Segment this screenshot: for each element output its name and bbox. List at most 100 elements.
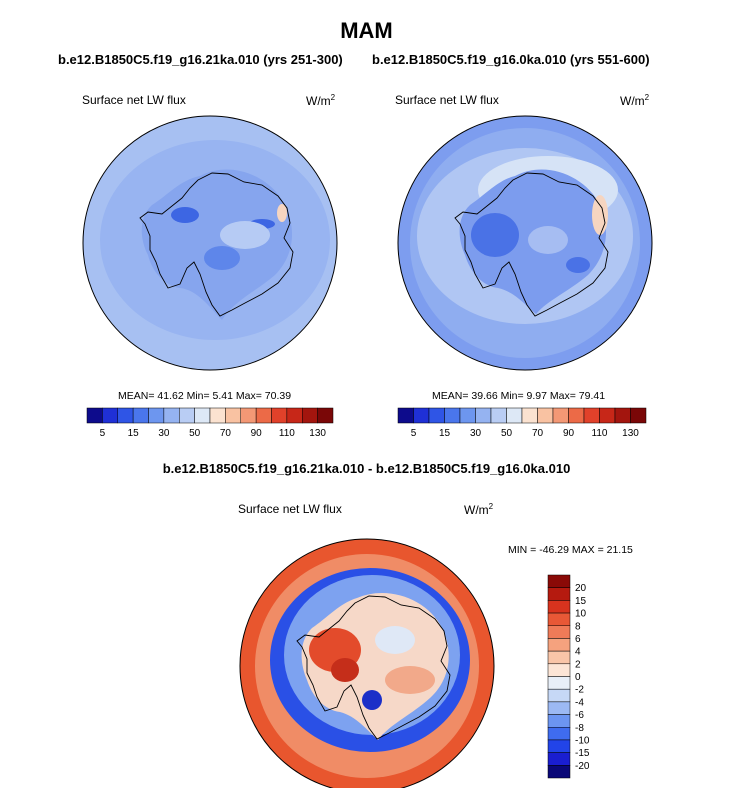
left-colorbar-tick-label: 5 (100, 428, 106, 439)
diff-map-border (239, 538, 495, 788)
right-colorbar-tick-label: 5 (411, 428, 417, 439)
left-mid-flux-patch (220, 221, 270, 249)
diff-variable-label: Surface net LW flux (238, 502, 342, 516)
diff-colorbar-tick-label: -10 (575, 735, 590, 746)
right-panel-case-title: b.e12.B1850C5.f19_g16.0ka.010 (yrs 551-6… (372, 52, 650, 67)
left-colorbar-swatch (302, 407, 318, 424)
left-colorbar-swatch (225, 407, 241, 424)
right-high-flux-patch (592, 195, 608, 235)
diff-polar-map (239, 538, 495, 788)
left-variable-label: Surface net LW flux (82, 93, 186, 107)
diff-colorbar-tick-label: 8 (575, 621, 581, 632)
left-colorbar-swatch (179, 407, 195, 424)
left-colorbar-swatch (163, 407, 180, 424)
right-colorbar-tick-label: 70 (532, 428, 544, 439)
right-colorbar-swatch (537, 407, 554, 424)
right-colorbar-tick-label: 110 (592, 428, 608, 439)
right-unit-base: W/m (620, 94, 645, 108)
left-low-flux-patch-1 (171, 207, 199, 223)
right-colorbar-swatch (490, 407, 507, 424)
diff-colorbar-swatch (547, 574, 571, 588)
left-colorbar-swatch (194, 407, 211, 424)
left-unit-base: W/m (306, 94, 331, 108)
right-colorbar-tick-label: 50 (501, 428, 513, 439)
diff-colorbar-tick-label: -20 (575, 761, 590, 772)
diff-colorbar-swatch (547, 701, 571, 715)
diff-cold-patch (362, 690, 382, 710)
diff-colorbar-swatch (547, 663, 571, 677)
left-colorbar-swatch (271, 407, 288, 424)
right-colorbar-swatch (413, 407, 430, 424)
left-high-flux-patch (277, 204, 287, 222)
left-colorbar-swatch (86, 407, 103, 424)
left-colorbar-swatch (102, 407, 118, 424)
left-colorbar-swatch (209, 407, 226, 424)
diff-colorbar-swatch (547, 714, 571, 728)
right-colorbar-swatch (630, 407, 647, 424)
right-antarctica-coastline (454, 172, 609, 317)
right-low-flux-patch-1 (471, 213, 519, 257)
diff-stats: MIN = -46.29 MAX = 21.15 (508, 544, 633, 556)
right-colorbar-swatch (552, 407, 569, 424)
diff-colorbar-tick-label: 4 (575, 647, 581, 658)
diff-colorbar-swatch (547, 727, 571, 741)
right-colorbar-swatch (599, 407, 616, 424)
diff-unit-exp: 2 (488, 502, 494, 511)
left-colorbar-swatch (255, 407, 272, 424)
left-stats: MEAN= 41.62 Min= 5.41 Max= 70.39 (118, 390, 292, 402)
page-title: MAM (340, 18, 393, 43)
left-colorbar-tick-label: 90 (251, 428, 263, 439)
right-unit-exp: 2 (644, 93, 650, 102)
diff-colorbar-swatch (547, 650, 571, 665)
left-colorbar-tick-label: 30 (158, 428, 170, 439)
left-colorbar-tick-label: 70 (220, 428, 232, 439)
right-colorbar-swatch (583, 407, 600, 424)
right-colorbar-swatch (444, 407, 461, 424)
diff-colorbar-swatch (547, 739, 571, 753)
diff-colorbar-swatch (547, 612, 571, 626)
right-mid-flux-patch (528, 226, 568, 254)
right-colorbar-tick-label: 30 (470, 428, 482, 439)
diff-unit-base: W/m (464, 503, 489, 517)
left-colorbar-swatch (117, 407, 134, 424)
diff-colorbar-swatch (547, 600, 571, 614)
left-colorbar: 5 15 30 50 70 90 110 130 (86, 407, 334, 439)
right-colorbar-swatch (428, 407, 445, 424)
right-variable-label: Surface net LW flux (395, 93, 499, 107)
right-colorbar-tick-label: 90 (563, 428, 575, 439)
diff-neutral-patch (375, 626, 415, 654)
left-colorbar-tick-label: 15 (128, 428, 140, 439)
diff-panel-case-title: b.e12.B1850C5.f19_g16.21ka.010 - b.e12.B… (162, 461, 571, 476)
right-polar-map (397, 115, 653, 371)
right-low-flux-patch-2 (566, 257, 590, 273)
diff-warm-patch-3 (385, 666, 435, 694)
right-map-border (397, 115, 653, 371)
right-colorbar-tick-label: 15 (439, 428, 451, 439)
left-unit-exp: 2 (330, 93, 336, 102)
right-colorbar-swatch (568, 407, 585, 424)
diff-colorbar-tick-label: -2 (575, 685, 584, 696)
diff-colorbar-tick-label: -6 (575, 710, 584, 721)
right-colorbar-swatch (397, 407, 414, 424)
diff-colorbar-tick-label: 15 (575, 596, 587, 607)
right-colorbar: 5 15 30 50 70 90 110 130 (397, 407, 647, 439)
diff-colorbar-tick-label: -8 (575, 723, 584, 734)
left-colorbar-swatch (132, 407, 149, 424)
right-colorbar-swatch (506, 407, 523, 424)
left-polar-map (82, 115, 338, 371)
diff-antarctica-coastline (296, 595, 451, 740)
left-colorbar-swatch (286, 407, 303, 424)
diff-colorbar-swatch (547, 625, 571, 639)
diff-colorbar-tick-label: 6 (575, 634, 581, 645)
right-colorbar-swatch (459, 407, 476, 424)
diff-colorbar-swatch (547, 765, 571, 779)
left-ice-sheet-field (141, 169, 293, 320)
left-colorbar-swatch (240, 407, 257, 424)
left-colorbar-tick-label: 130 (309, 428, 326, 439)
diff-colorbar-tick-label: 0 (575, 672, 581, 683)
left-low-flux-patch-3 (204, 246, 240, 270)
right-colorbar-tick-label: 130 (622, 428, 639, 439)
diff-colorbar-tick-label: 2 (575, 659, 581, 670)
